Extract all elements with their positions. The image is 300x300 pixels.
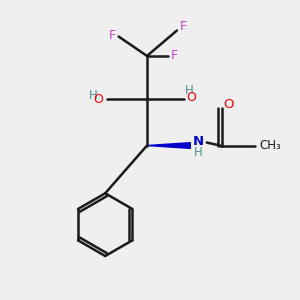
Text: O: O	[93, 93, 103, 106]
Text: N: N	[193, 135, 204, 148]
Polygon shape	[147, 143, 190, 148]
Text: F: F	[171, 50, 178, 62]
Text: H: H	[184, 84, 193, 98]
Text: H: H	[89, 89, 98, 102]
Text: H: H	[194, 146, 203, 160]
Text: F: F	[180, 20, 187, 34]
Text: O: O	[186, 91, 196, 104]
Text: CH₃: CH₃	[259, 139, 281, 152]
Text: F: F	[109, 28, 116, 41]
Text: O: O	[223, 98, 234, 111]
